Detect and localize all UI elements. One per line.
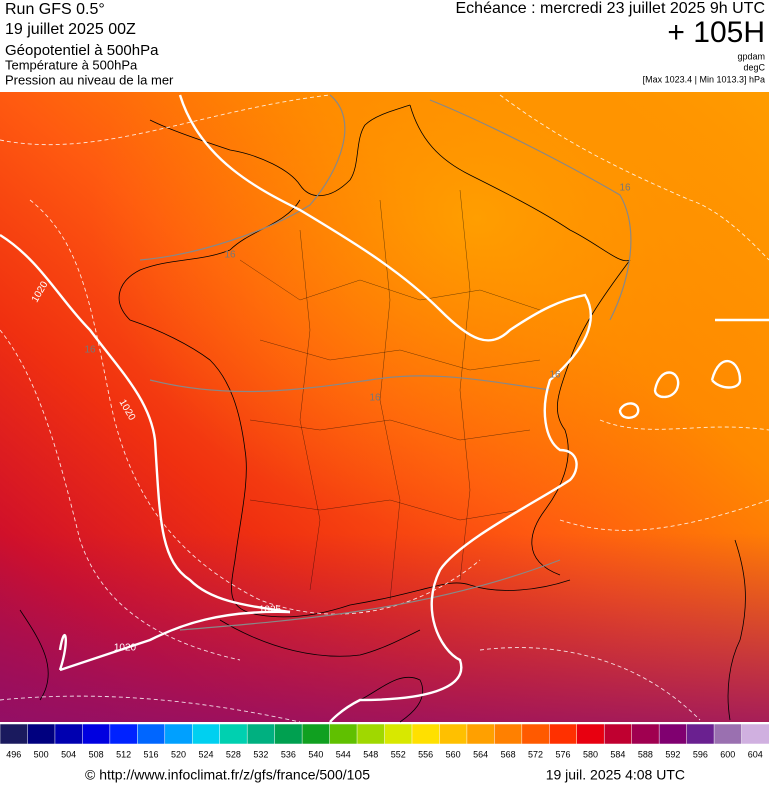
- isobar-label: 1020: [114, 643, 137, 654]
- colorbar-swatch: [137, 723, 166, 745]
- pressure-range: [Max 1023.4 | Min 1013.3] hPa: [643, 74, 765, 84]
- colorbar-label: 604: [748, 749, 763, 759]
- colorbar-label: 564: [473, 749, 488, 759]
- colorbar-label: 600: [720, 749, 735, 759]
- colorbar-label: 520: [171, 749, 186, 759]
- isotherm-label: 16: [619, 183, 631, 194]
- colorbar-swatch: [274, 723, 303, 745]
- coastline: [727, 539, 746, 721]
- isotherm-label: 16: [369, 393, 381, 404]
- field-label: Pression au niveau de la mer: [5, 72, 174, 87]
- colorbar-label: 496: [6, 749, 21, 759]
- colorbar-label: 560: [446, 749, 461, 759]
- colorbar-label: 592: [665, 749, 680, 759]
- run-date: 19 juillet 2025 00Z: [5, 21, 136, 38]
- isotherm-label: 16: [84, 345, 96, 356]
- colorbar-label: 552: [391, 749, 406, 759]
- colorbar-swatch: [658, 723, 688, 745]
- isotherms: [0, 94, 769, 723]
- colorbar-swatch: [109, 723, 139, 745]
- colorbar-label: 568: [501, 749, 516, 759]
- isobar-label: 1025: [259, 605, 282, 616]
- colorbar-swatch: [576, 723, 605, 745]
- colorbar-swatch: [219, 723, 248, 745]
- colorbar-label: 584: [610, 749, 625, 759]
- field-label: Température à 500hPa: [5, 57, 138, 72]
- colorbar-label: 536: [281, 749, 296, 759]
- colorbar-label: 580: [583, 749, 598, 759]
- colorbar-swatch: [164, 723, 194, 745]
- geopotential-lines: [139, 94, 632, 631]
- colorbar-swatch: [356, 723, 386, 745]
- coastline: [149, 104, 411, 197]
- colorbar-swatch: [494, 723, 523, 745]
- colorbar-swatch: [631, 723, 660, 745]
- colorbar-label: 508: [89, 749, 104, 759]
- isotherm-label: 16: [549, 370, 561, 381]
- coastline: [118, 199, 571, 618]
- map-shade: [0, 92, 769, 722]
- isotherm-label: 16: [224, 250, 236, 261]
- unit-label: gpdam: [737, 51, 765, 61]
- source-url: © http://www.infoclimat.fr/z/gfs/france/…: [85, 767, 370, 783]
- colorbar-swatch: [466, 723, 496, 745]
- colorbar-swatch: [27, 723, 56, 745]
- colorbar-swatch: [411, 723, 441, 745]
- border: [409, 104, 631, 576]
- run-title: Run GFS 0.5°: [5, 1, 105, 18]
- field-label: Géopotentiel à 500hPa: [5, 42, 159, 59]
- unit-label: degC: [743, 62, 765, 72]
- colorbar-label: 596: [693, 749, 708, 759]
- colorbar-swatch: [54, 723, 84, 745]
- colorbar-label: 500: [34, 749, 49, 759]
- colorbar-swatch: [301, 723, 331, 745]
- colorbar-label: 572: [528, 749, 543, 759]
- generated-time: 19 juil. 2025 4:08 UTC: [546, 767, 685, 783]
- colorbar-swatch: [82, 723, 111, 745]
- coastline: [359, 676, 423, 723]
- colorbar-label: 512: [116, 749, 131, 759]
- border: [219, 619, 421, 657]
- colorbar-swatch: [549, 723, 578, 745]
- colorbar: 496 500 504 508 512 516 520 524 528 532 536 540 544 5…: [0, 723, 769, 759]
- colorbar-swatch: [329, 723, 358, 745]
- colorbar-label: 544: [336, 749, 351, 759]
- colorbar-swatch: [741, 723, 769, 745]
- colorbar-label: 532: [253, 749, 268, 759]
- valid-time: Echéance : mercredi 23 juillet 2025 9h U…: [456, 0, 766, 17]
- colorbar-swatch: [192, 723, 221, 745]
- departments: [239, 189, 541, 601]
- colorbar-label: 556: [418, 749, 433, 759]
- colorbar-swatch: [603, 723, 633, 745]
- borders: [19, 104, 746, 723]
- colorbar-swatch: [246, 723, 276, 745]
- colorbar-label: 516: [144, 749, 159, 759]
- footer: © http://www.infoclimat.fr/z/gfs/france/…: [85, 767, 685, 783]
- colorbar-label: 548: [363, 749, 378, 759]
- colorbar-swatch: [686, 723, 715, 745]
- colorbar-swatch: [439, 723, 468, 745]
- colorbar-label: 588: [638, 749, 653, 759]
- header: Run GFS 0.5° 19 juillet 2025 00Z Géopote…: [5, 0, 766, 87]
- isobars: [0, 94, 769, 723]
- colorbar-label: 504: [61, 749, 76, 759]
- colorbar-label: 576: [556, 749, 571, 759]
- coastline: [19, 609, 49, 701]
- colorbar-swatch: [0, 723, 29, 745]
- colorbar-label: 540: [308, 749, 323, 759]
- colorbar-swatch: [713, 723, 743, 745]
- lead-time: + 105H: [667, 16, 765, 49]
- colorbar-swatch: [384, 723, 413, 745]
- colorbar-label: 524: [198, 749, 213, 759]
- colorbar-swatch: [521, 723, 551, 745]
- colorbar-label: 528: [226, 749, 241, 759]
